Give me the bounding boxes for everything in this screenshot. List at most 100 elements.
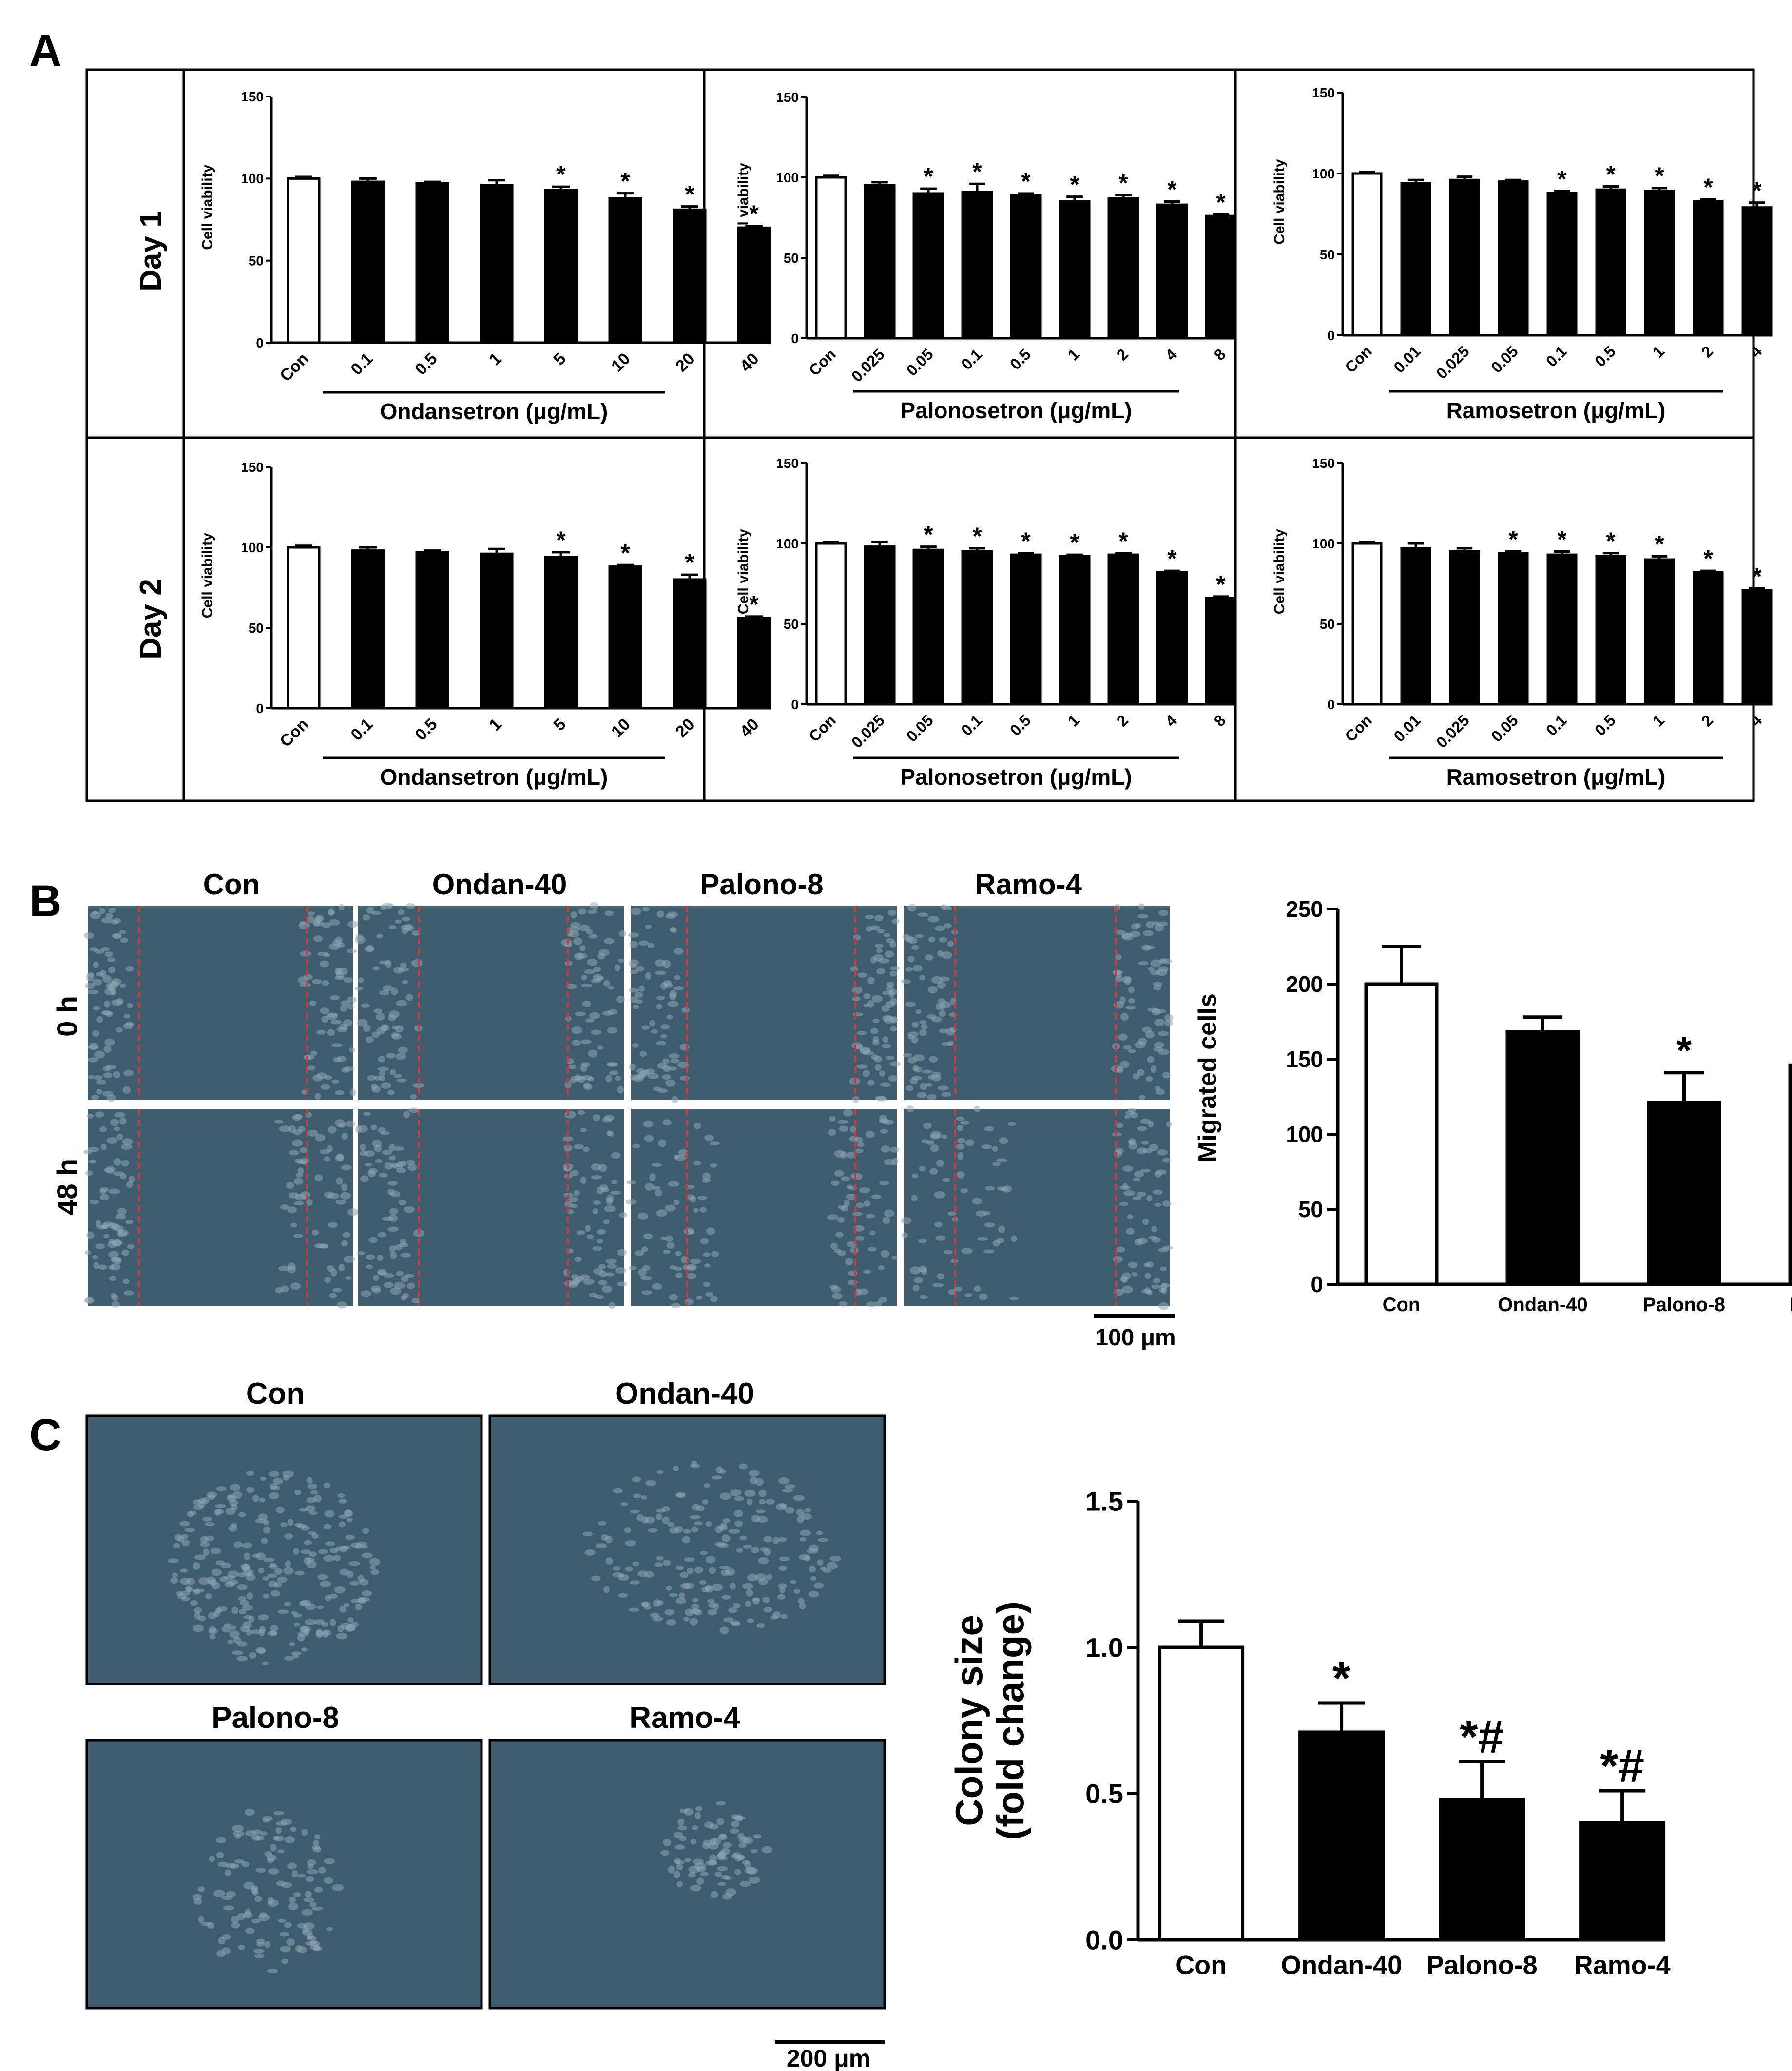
cell xyxy=(665,913,676,919)
cell xyxy=(314,1093,321,1100)
cell xyxy=(605,1258,617,1264)
cell xyxy=(93,961,99,968)
cell xyxy=(396,1000,407,1007)
cell xyxy=(856,1202,864,1208)
bar-1 xyxy=(1059,200,1091,340)
cell xyxy=(329,1293,337,1298)
cell xyxy=(703,1282,710,1287)
cell xyxy=(607,1027,618,1034)
cell xyxy=(760,1547,768,1552)
cell xyxy=(983,1249,995,1254)
cell xyxy=(231,1523,237,1528)
cell xyxy=(581,974,587,980)
cell xyxy=(607,1264,617,1269)
cell xyxy=(1118,1033,1128,1041)
cell xyxy=(310,1945,321,1950)
bar-Ramo-4 xyxy=(1788,1063,1792,1286)
group-label: Ramosetron (μg/mL) xyxy=(1446,398,1666,423)
significance-marker: * xyxy=(1070,171,1079,198)
cell xyxy=(919,1165,926,1172)
cell xyxy=(285,1560,291,1568)
cell xyxy=(702,1172,711,1180)
cell xyxy=(694,1566,703,1574)
cell xyxy=(680,1572,689,1578)
cell xyxy=(665,1079,676,1087)
significance-marker: * xyxy=(1508,526,1518,553)
cell xyxy=(88,1159,97,1164)
y-axis-label: Migrated cells xyxy=(1194,993,1222,1162)
significance-marker: * xyxy=(620,539,630,566)
cell xyxy=(230,1625,236,1630)
cell xyxy=(243,1564,250,1571)
cell xyxy=(347,1517,353,1523)
cell xyxy=(1162,1072,1171,1079)
cell xyxy=(731,1622,741,1626)
cell xyxy=(297,1874,306,1878)
cell xyxy=(934,925,945,931)
cell xyxy=(915,934,924,938)
cell xyxy=(583,1146,590,1152)
cell xyxy=(1150,969,1160,976)
cell xyxy=(641,1495,647,1500)
cell xyxy=(984,1222,995,1228)
cell xyxy=(719,1626,729,1634)
bar-Ondan-40 xyxy=(1505,1030,1580,1286)
x-tick-label: 0.5 xyxy=(1591,711,1619,739)
cell xyxy=(294,1489,302,1495)
x-tick-label: 0.5 xyxy=(1591,342,1619,370)
cell xyxy=(407,1164,417,1171)
panel-label-b: B xyxy=(29,876,61,926)
cell xyxy=(722,1893,732,1900)
cell xyxy=(284,1836,295,1843)
cell xyxy=(839,1125,848,1132)
cell xyxy=(734,1520,743,1527)
cell xyxy=(379,1172,388,1178)
cell xyxy=(91,1095,100,1100)
cell xyxy=(412,1083,424,1088)
cell xyxy=(343,1256,355,1263)
cell xyxy=(777,1594,786,1600)
cell xyxy=(341,1000,350,1006)
cell xyxy=(279,1125,291,1132)
cell xyxy=(101,1224,108,1229)
cell xyxy=(615,1076,621,1081)
cell xyxy=(693,1858,704,1865)
cell xyxy=(194,1554,206,1560)
cell xyxy=(404,1206,415,1213)
cell xyxy=(648,1528,658,1533)
cell xyxy=(617,1086,624,1094)
cell xyxy=(1166,1121,1172,1127)
cell xyxy=(328,1593,338,1599)
cell xyxy=(591,1029,602,1035)
significance-marker: * xyxy=(1332,1652,1351,1704)
cell xyxy=(1152,1189,1163,1195)
cell xyxy=(360,1175,369,1182)
cell xyxy=(925,1083,933,1087)
cell xyxy=(571,911,577,919)
cell xyxy=(341,1240,348,1247)
cell xyxy=(177,1593,187,1600)
cell xyxy=(934,1222,943,1228)
cell xyxy=(956,1171,965,1179)
cell xyxy=(1120,1013,1129,1021)
cell xyxy=(831,1293,843,1299)
cell xyxy=(827,1214,839,1220)
y-tick-label: 100 xyxy=(241,540,264,555)
cell xyxy=(294,1570,305,1576)
cell xyxy=(911,1036,919,1044)
cell xyxy=(662,1559,671,1566)
cell xyxy=(592,1200,601,1205)
cell xyxy=(293,1234,303,1238)
y-tick-label: 0 xyxy=(256,335,264,350)
cell xyxy=(304,1540,312,1545)
cell xyxy=(1164,1014,1174,1022)
cell xyxy=(566,1281,578,1288)
cell xyxy=(817,1538,829,1542)
cell xyxy=(655,1562,663,1567)
cell xyxy=(678,1592,685,1599)
cell xyxy=(286,1181,294,1189)
cell xyxy=(1121,1272,1131,1280)
cell xyxy=(284,1533,293,1540)
cell xyxy=(358,977,364,983)
